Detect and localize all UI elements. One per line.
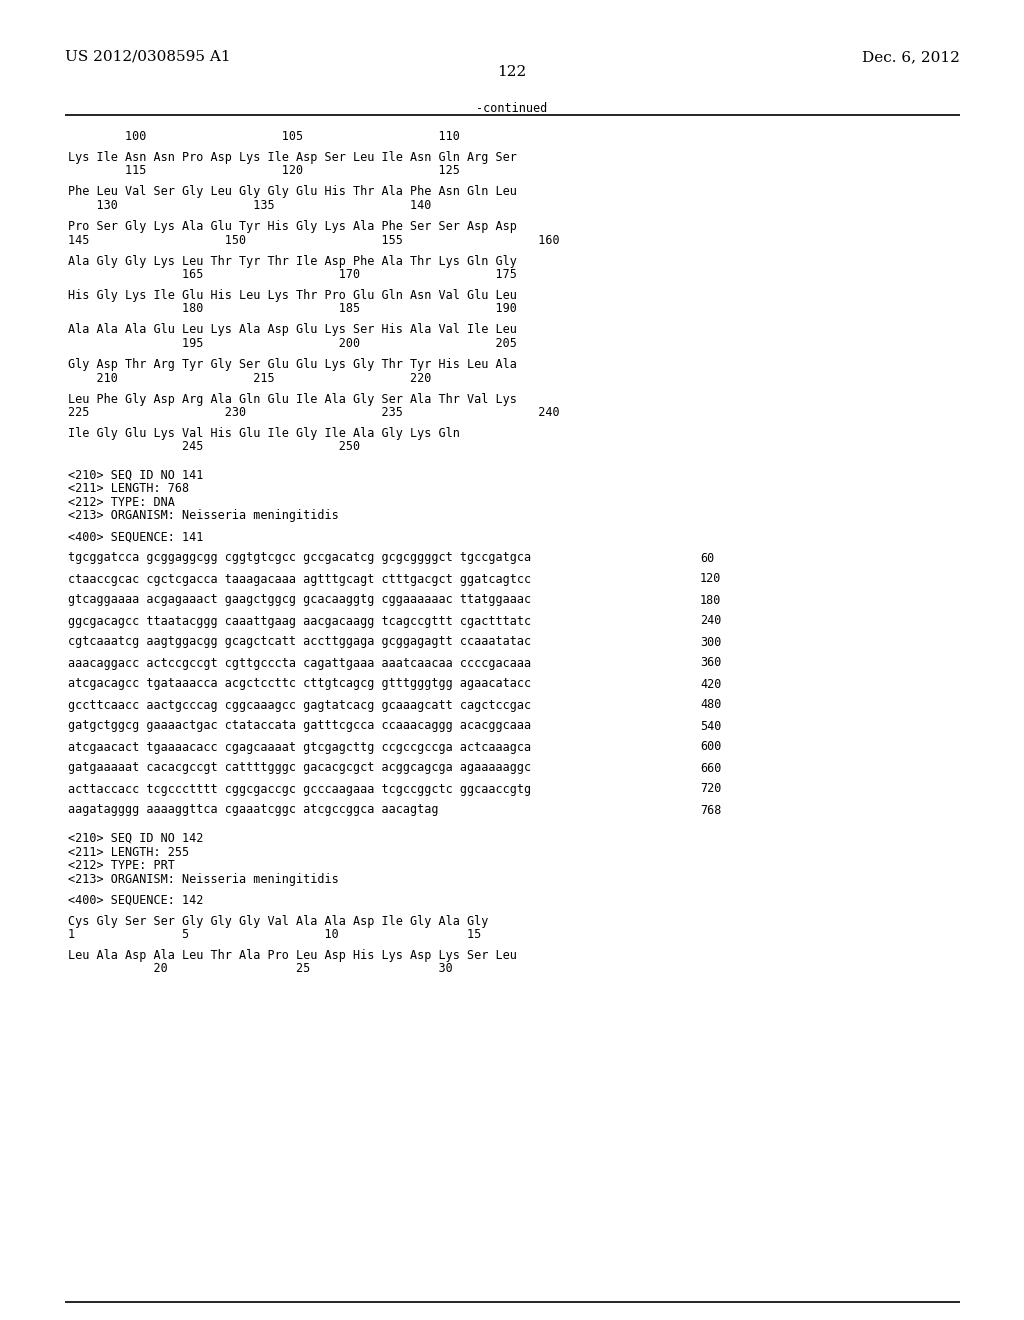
Text: tgcggatcca gcggaggcgg cggtgtcgcc gccgacatcg gcgcggggct tgccgatgca: tgcggatcca gcggaggcgg cggtgtcgcc gccgaca… bbox=[68, 552, 531, 565]
Text: 20                  25                  30: 20 25 30 bbox=[68, 962, 453, 975]
Text: 180: 180 bbox=[700, 594, 721, 606]
Text: 145                   150                   155                   160: 145 150 155 160 bbox=[68, 234, 560, 247]
Text: gtcaggaaaa acgagaaact gaagctggcg gcacaaggtg cggaaaaaac ttatggaaac: gtcaggaaaa acgagaaact gaagctggcg gcacaag… bbox=[68, 594, 531, 606]
Text: <210> SEQ ID NO 142: <210> SEQ ID NO 142 bbox=[68, 832, 204, 845]
Text: US 2012/0308595 A1: US 2012/0308595 A1 bbox=[65, 50, 230, 63]
Text: <212> TYPE: DNA: <212> TYPE: DNA bbox=[68, 496, 175, 510]
Text: Phe Leu Val Ser Gly Leu Gly Gly Glu His Thr Ala Phe Asn Gln Leu: Phe Leu Val Ser Gly Leu Gly Gly Glu His … bbox=[68, 186, 517, 198]
Text: 660: 660 bbox=[700, 762, 721, 775]
Text: Ala Ala Ala Glu Leu Lys Ala Asp Glu Lys Ser His Ala Val Ile Leu: Ala Ala Ala Glu Leu Lys Ala Asp Glu Lys … bbox=[68, 323, 517, 337]
Text: <400> SEQUENCE: 142: <400> SEQUENCE: 142 bbox=[68, 894, 204, 907]
Text: <211> LENGTH: 255: <211> LENGTH: 255 bbox=[68, 846, 189, 858]
Text: ctaaccgcac cgctcgacca taaagacaaa agtttgcagt ctttgacgct ggatcagtcc: ctaaccgcac cgctcgacca taaagacaaa agtttgc… bbox=[68, 573, 531, 586]
Text: <210> SEQ ID NO 141: <210> SEQ ID NO 141 bbox=[68, 469, 204, 482]
Text: gccttcaacc aactgcccag cggcaaagcc gagtatcacg gcaaagcatt cagctccgac: gccttcaacc aactgcccag cggcaaagcc gagtatc… bbox=[68, 698, 531, 711]
Text: atcgaacact tgaaaacacc cgagcaaaat gtcgagcttg ccgccgccga actcaaagca: atcgaacact tgaaaacacc cgagcaaaat gtcgagc… bbox=[68, 741, 531, 754]
Text: 100                   105                   110: 100 105 110 bbox=[68, 129, 460, 143]
Text: <400> SEQUENCE: 141: <400> SEQUENCE: 141 bbox=[68, 531, 204, 544]
Text: 165                   170                   175: 165 170 175 bbox=[68, 268, 517, 281]
Text: 225                   230                   235                   240: 225 230 235 240 bbox=[68, 407, 560, 418]
Text: 360: 360 bbox=[700, 656, 721, 669]
Text: Pro Ser Gly Lys Ala Glu Tyr His Gly Lys Ala Phe Ser Ser Asp Asp: Pro Ser Gly Lys Ala Glu Tyr His Gly Lys … bbox=[68, 220, 517, 234]
Text: Cys Gly Ser Ser Gly Gly Gly Val Ala Ala Asp Ile Gly Ala Gly: Cys Gly Ser Ser Gly Gly Gly Val Ala Ala … bbox=[68, 915, 488, 928]
Text: <213> ORGANISM: Neisseria meningitidis: <213> ORGANISM: Neisseria meningitidis bbox=[68, 510, 339, 523]
Text: 300: 300 bbox=[700, 635, 721, 648]
Text: 768: 768 bbox=[700, 804, 721, 817]
Text: 210                   215                   220: 210 215 220 bbox=[68, 371, 431, 384]
Text: <213> ORGANISM: Neisseria meningitidis: <213> ORGANISM: Neisseria meningitidis bbox=[68, 873, 339, 886]
Text: aagatagggg aaaaggttca cgaaatcggc atcgccggca aacagtag: aagatagggg aaaaggttca cgaaatcggc atcgccg… bbox=[68, 804, 438, 817]
Text: Ala Gly Gly Lys Leu Thr Tyr Thr Ile Asp Phe Ala Thr Lys Gln Gly: Ala Gly Gly Lys Leu Thr Tyr Thr Ile Asp … bbox=[68, 255, 517, 268]
Text: 240: 240 bbox=[700, 615, 721, 627]
Text: gatgctggcg gaaaactgac ctataccata gatttcgcca ccaaacaggg acacggcaaa: gatgctggcg gaaaactgac ctataccata gatttcg… bbox=[68, 719, 531, 733]
Text: 540: 540 bbox=[700, 719, 721, 733]
Text: 420: 420 bbox=[700, 677, 721, 690]
Text: Dec. 6, 2012: Dec. 6, 2012 bbox=[862, 50, 961, 63]
Text: 115                   120                   125: 115 120 125 bbox=[68, 165, 460, 177]
Text: Gly Asp Thr Arg Tyr Gly Ser Glu Glu Lys Gly Thr Tyr His Leu Ala: Gly Asp Thr Arg Tyr Gly Ser Glu Glu Lys … bbox=[68, 358, 517, 371]
Text: Ile Gly Glu Lys Val His Glu Ile Gly Ile Ala Gly Lys Gln: Ile Gly Glu Lys Val His Glu Ile Gly Ile … bbox=[68, 426, 460, 440]
Text: 60: 60 bbox=[700, 552, 715, 565]
Text: 195                   200                   205: 195 200 205 bbox=[68, 337, 517, 350]
Text: 122: 122 bbox=[498, 65, 526, 79]
Text: aaacaggacc actccgccgt cgttgcccta cagattgaaa aaatcaacaa ccccgacaaa: aaacaggacc actccgccgt cgttgcccta cagattg… bbox=[68, 656, 531, 669]
Text: 1               5                   10                  15: 1 5 10 15 bbox=[68, 928, 481, 941]
Text: <212> TYPE: PRT: <212> TYPE: PRT bbox=[68, 859, 175, 873]
Text: 480: 480 bbox=[700, 698, 721, 711]
Text: 245                   250: 245 250 bbox=[68, 441, 360, 454]
Text: His Gly Lys Ile Glu His Leu Lys Thr Pro Glu Gln Asn Val Glu Leu: His Gly Lys Ile Glu His Leu Lys Thr Pro … bbox=[68, 289, 517, 302]
Text: acttaccacc tcgccctttt cggcgaccgc gcccaagaaa tcgccggctc ggcaaccgtg: acttaccacc tcgccctttt cggcgaccgc gcccaag… bbox=[68, 783, 531, 796]
Text: atcgacagcc tgataaacca acgctccttc cttgtcagcg gtttgggtgg agaacatacc: atcgacagcc tgataaacca acgctccttc cttgtca… bbox=[68, 677, 531, 690]
Text: 120: 120 bbox=[700, 573, 721, 586]
Text: ggcgacagcc ttaatacggg caaattgaag aacgacaagg tcagccgttt cgactttatc: ggcgacagcc ttaatacggg caaattgaag aacgaca… bbox=[68, 615, 531, 627]
Text: -continued: -continued bbox=[476, 102, 548, 115]
Text: 180                   185                   190: 180 185 190 bbox=[68, 302, 517, 315]
Text: Leu Phe Gly Asp Arg Ala Gln Glu Ile Ala Gly Ser Ala Thr Val Lys: Leu Phe Gly Asp Arg Ala Gln Glu Ile Ala … bbox=[68, 392, 517, 405]
Text: Lys Ile Asn Asn Pro Asp Lys Ile Asp Ser Leu Ile Asn Gln Arg Ser: Lys Ile Asn Asn Pro Asp Lys Ile Asp Ser … bbox=[68, 150, 517, 164]
Text: 600: 600 bbox=[700, 741, 721, 754]
Text: 720: 720 bbox=[700, 783, 721, 796]
Text: <211> LENGTH: 768: <211> LENGTH: 768 bbox=[68, 483, 189, 495]
Text: cgtcaaatcg aagtggacgg gcagctcatt accttggaga gcggagagtt ccaaatatac: cgtcaaatcg aagtggacgg gcagctcatt accttgg… bbox=[68, 635, 531, 648]
Text: Leu Ala Asp Ala Leu Thr Ala Pro Leu Asp His Lys Asp Lys Ser Leu: Leu Ala Asp Ala Leu Thr Ala Pro Leu Asp … bbox=[68, 949, 517, 962]
Text: 130                   135                   140: 130 135 140 bbox=[68, 199, 431, 213]
Text: gatgaaaaat cacacgccgt cattttgggc gacacgcgct acggcagcga agaaaaaggc: gatgaaaaat cacacgccgt cattttgggc gacacgc… bbox=[68, 762, 531, 775]
